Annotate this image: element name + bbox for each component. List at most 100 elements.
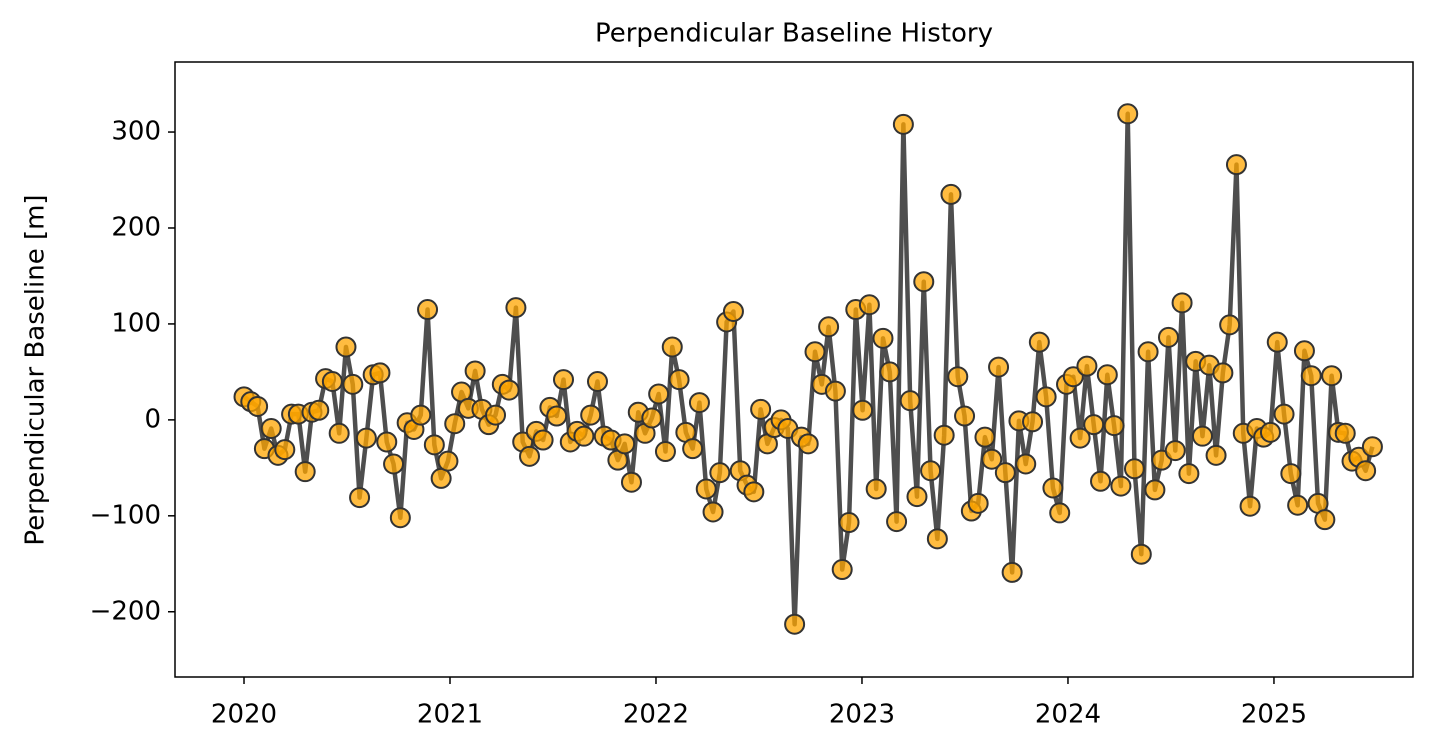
data-point (648, 383, 670, 405)
data-point (519, 445, 541, 467)
data-point (967, 492, 989, 514)
data-point (899, 390, 921, 412)
data-point (1355, 460, 1377, 482)
data-point (1076, 355, 1098, 377)
y-tick-label: −100 (90, 500, 161, 530)
data-point (1219, 314, 1241, 336)
data-point (688, 392, 710, 414)
data-point (743, 481, 765, 503)
data-point (1062, 366, 1084, 388)
chart-title: Perpendicular Baseline History (595, 19, 993, 49)
data-point (376, 431, 398, 453)
data-point (818, 316, 840, 338)
data-point (750, 398, 772, 420)
data-point (573, 425, 595, 447)
data-point (1280, 463, 1302, 485)
data-point (444, 413, 466, 435)
data-point (858, 294, 880, 316)
data-point (321, 370, 343, 392)
data-point (886, 511, 908, 533)
x-tick-label: 2024 (1035, 700, 1101, 730)
data-point (410, 404, 432, 426)
data-point (614, 433, 636, 455)
data-point (1205, 444, 1227, 466)
data-point (355, 427, 377, 449)
data-point (1083, 414, 1105, 436)
data-point (1191, 425, 1213, 447)
data-point (654, 441, 676, 463)
x-tick-label: 2021 (417, 700, 483, 730)
data-point (824, 380, 846, 402)
data-point (852, 399, 874, 421)
x-tick-label: 2023 (829, 700, 895, 730)
data-point (1130, 543, 1152, 565)
data-point (920, 460, 942, 482)
data-point (1137, 341, 1159, 363)
data-point (926, 528, 948, 550)
data-point (1178, 463, 1200, 485)
data-point (498, 379, 520, 401)
data-point (994, 462, 1016, 484)
data-point (580, 404, 602, 426)
data-point (892, 113, 914, 135)
data-point (1015, 453, 1037, 475)
data-point (546, 405, 568, 427)
data-point (389, 507, 411, 529)
data-point (1028, 331, 1050, 353)
data-point (1334, 422, 1356, 444)
data-point (1287, 494, 1309, 516)
data-point (437, 450, 459, 472)
data-point (552, 369, 574, 391)
data-point (260, 418, 282, 440)
data-point (865, 478, 887, 500)
y-tick-label: 100 (111, 308, 161, 338)
plot-frame (174, 61, 1414, 678)
data-point (831, 559, 853, 581)
data-point (335, 336, 357, 358)
data-point (988, 356, 1010, 378)
data-point (1273, 403, 1295, 425)
data-point (641, 407, 663, 429)
y-tick-label: 300 (111, 117, 161, 147)
data-point (838, 512, 860, 534)
data-point (981, 448, 1003, 470)
data-point (1300, 365, 1322, 387)
data-point (417, 299, 439, 321)
data-point (682, 438, 704, 460)
y-tick-label: 200 (111, 212, 161, 242)
x-tick-label: 2020 (211, 700, 277, 730)
data-point (328, 422, 350, 444)
data-point (485, 404, 507, 426)
data-point (1266, 331, 1288, 353)
data-point (1157, 326, 1179, 348)
data-point (247, 395, 269, 417)
data-point (954, 405, 976, 427)
data-point (1117, 103, 1139, 125)
data-point (1124, 458, 1146, 480)
data-point (668, 369, 690, 391)
y-axis-label: Perpendicular Baseline [m] (21, 194, 51, 545)
data-point (1042, 477, 1064, 499)
data-point (464, 360, 486, 382)
data-point (1314, 509, 1336, 531)
data-point (1164, 440, 1186, 462)
data-point (784, 613, 806, 635)
data-point (532, 429, 554, 451)
data-point (804, 341, 826, 363)
data-point (369, 362, 391, 384)
data-point (349, 487, 371, 509)
data-point (702, 501, 724, 523)
data-point (383, 453, 405, 475)
data-point (913, 271, 935, 293)
data-point (872, 327, 894, 349)
data-point (1049, 502, 1071, 524)
data-point (933, 424, 955, 446)
data-point (879, 361, 901, 383)
data-point (695, 478, 717, 500)
data-point (430, 467, 452, 489)
data-point (308, 399, 330, 421)
data-point (709, 462, 731, 484)
data-point (342, 373, 364, 395)
data-point (1225, 154, 1247, 176)
data-point (1361, 436, 1383, 458)
